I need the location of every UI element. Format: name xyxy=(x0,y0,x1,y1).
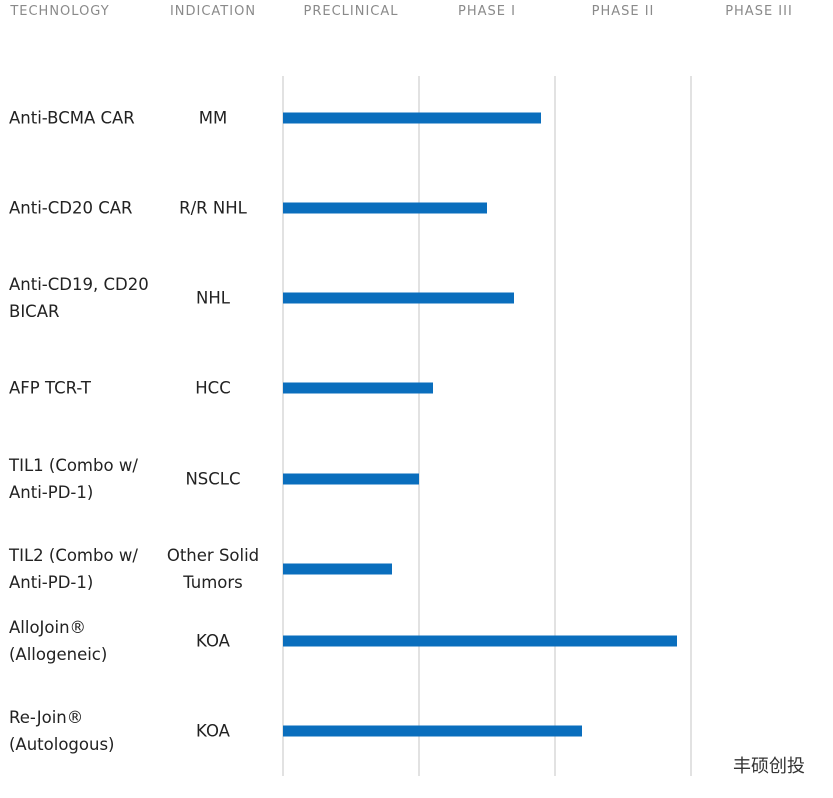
indication-label: KOA xyxy=(196,631,230,651)
phase-header: PHASE III xyxy=(725,4,793,19)
phase-header: PRECLINICAL xyxy=(303,4,399,19)
indication-label: NSCLC xyxy=(185,469,241,489)
phase-header: PHASE I xyxy=(458,4,516,19)
technology-label: Anti-BCMA CAR xyxy=(9,108,135,128)
grid-line xyxy=(690,76,692,776)
bar xyxy=(283,292,515,304)
grid-line xyxy=(554,76,556,776)
phase-header: PHASE II xyxy=(591,4,655,19)
indication-label: MM xyxy=(198,108,228,128)
bar xyxy=(283,473,419,485)
bar xyxy=(283,563,392,575)
grid-line xyxy=(282,76,284,776)
watermark: 丰硕创投 xyxy=(733,756,805,777)
indication-label: R/R NHL xyxy=(179,198,247,218)
bar xyxy=(283,635,678,647)
bar xyxy=(283,112,542,124)
column-header: INDICATION xyxy=(169,4,257,19)
technology-label: Re-Join® (Autologous) xyxy=(9,708,115,754)
technology-label: TIL1 (Combo w/ Anti-PD-1) xyxy=(9,456,138,502)
bar xyxy=(283,202,487,214)
indication-label: HCC xyxy=(195,378,231,398)
bar xyxy=(283,725,583,737)
technology-label: Anti-CD20 CAR xyxy=(9,198,133,218)
technology-label: AlloJoin® (Allogeneic) xyxy=(9,618,108,664)
bar xyxy=(283,382,433,394)
column-header: TECHNOLOGY xyxy=(10,4,110,19)
indication-label: Other Solid Tumors xyxy=(166,546,260,592)
grid-line xyxy=(418,76,420,776)
technology-label: AFP TCR-T xyxy=(9,378,91,398)
technology-label: Anti-CD19, CD20 BICAR xyxy=(9,275,149,321)
technology-label: TIL2 (Combo w/ Anti-PD-1) xyxy=(9,546,138,592)
indication-label: KOA xyxy=(196,721,230,741)
indication-label: NHL xyxy=(196,288,230,308)
